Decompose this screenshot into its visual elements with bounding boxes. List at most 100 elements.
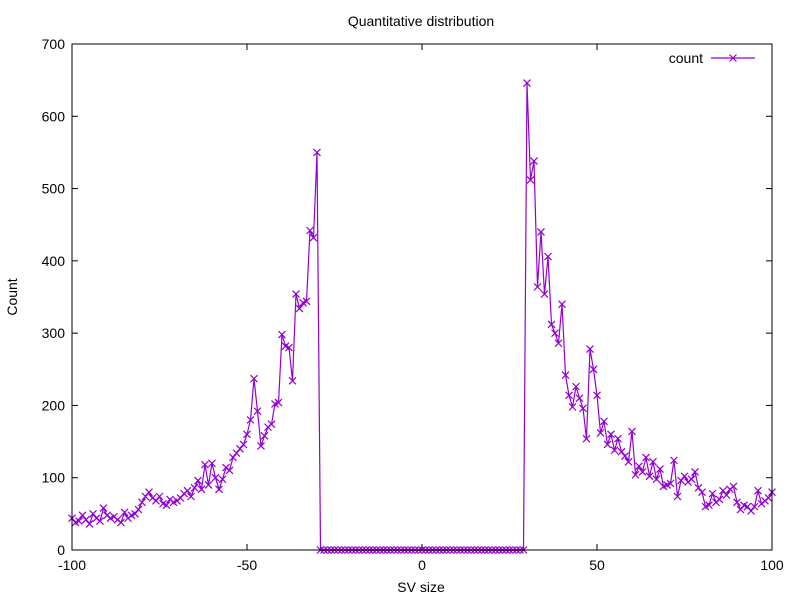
data-point (292, 290, 300, 299)
data-point (638, 468, 647, 476)
data-point (754, 486, 762, 495)
data-point (201, 460, 209, 469)
data-point (635, 462, 643, 471)
data-point (155, 492, 164, 501)
data-point (253, 407, 262, 416)
data-point (652, 475, 661, 484)
data-point (278, 330, 286, 339)
data-point (162, 501, 171, 510)
data-point (565, 391, 573, 400)
data-point (99, 504, 108, 512)
data-point (666, 479, 675, 488)
data-point (568, 402, 577, 411)
data-point (250, 374, 258, 383)
data-point (239, 440, 248, 449)
y-tick-label: 500 (42, 181, 66, 197)
data-point (729, 482, 738, 491)
data-point (138, 498, 146, 507)
data-point (309, 233, 318, 242)
y-tick-label: 100 (42, 470, 66, 486)
data-point (288, 376, 297, 385)
ticks-layer: 0 100 200 300 400 500 600 700 -100 -50 0 50 100 (42, 36, 784, 573)
data-point (579, 404, 587, 413)
data-point (551, 329, 559, 338)
data-point (530, 157, 538, 166)
data-point (295, 304, 304, 313)
series-layer (68, 79, 776, 554)
data-point (582, 434, 591, 443)
data-point (708, 489, 717, 498)
data-point (134, 505, 143, 514)
data-point (596, 428, 605, 437)
data-point (260, 431, 269, 440)
data-point (764, 494, 773, 502)
data-point (302, 297, 311, 306)
y-tick-label: 400 (42, 253, 66, 269)
y-tick-label: 200 (42, 397, 66, 413)
data-point (215, 485, 223, 494)
data-point (145, 488, 153, 497)
legend-marker-icon (729, 54, 737, 62)
data-point (593, 391, 601, 400)
data-point (208, 459, 216, 468)
data-point (649, 457, 657, 466)
x-tick-label: 50 (589, 557, 605, 573)
data-point (750, 502, 759, 511)
data-point (187, 492, 195, 501)
data-point (540, 290, 549, 299)
data-point (586, 345, 594, 353)
x-axis-label: SV size (397, 579, 445, 595)
data-point (96, 517, 104, 526)
data-point (120, 508, 129, 517)
data-point (523, 79, 531, 87)
data-point (267, 420, 276, 429)
data-point (687, 475, 696, 484)
data-point (715, 495, 724, 504)
data-point (306, 226, 314, 235)
data-point (190, 483, 199, 492)
y-axis-label: Count (4, 278, 20, 315)
data-point (547, 320, 556, 329)
data-point (645, 472, 654, 481)
data-point (211, 473, 220, 482)
data-point (246, 415, 255, 424)
data-point (526, 175, 535, 184)
y-tick-label: 700 (42, 36, 66, 52)
data-point (614, 434, 622, 443)
x-tick-label: 100 (760, 557, 784, 573)
data-point (603, 440, 612, 449)
data-point (313, 148, 321, 157)
data-point (733, 498, 741, 507)
data-point (722, 491, 731, 499)
data-point (610, 446, 619, 455)
data-point (194, 476, 202, 485)
y-tick-label: 300 (42, 325, 66, 341)
data-point (537, 228, 545, 236)
data-point (670, 456, 678, 465)
data-point (691, 468, 699, 476)
data-point (218, 475, 227, 484)
data-point (621, 452, 629, 460)
data-point (624, 457, 633, 466)
x-tick-label: -100 (58, 557, 86, 573)
legend: count (669, 50, 755, 66)
data-point (656, 465, 664, 473)
x-tick-label: 0 (418, 557, 426, 573)
x-tick-label: -50 (237, 557, 257, 573)
data-point (554, 339, 563, 348)
data-point (183, 486, 192, 495)
data-point (628, 427, 636, 436)
plot-frame (71, 43, 773, 551)
data-point (274, 398, 283, 407)
legend-label: count (669, 50, 703, 66)
data-point (572, 382, 580, 391)
data-point (680, 472, 689, 481)
data-point (589, 365, 598, 374)
data-point (607, 430, 615, 439)
data-point (705, 501, 713, 510)
data-point (673, 492, 682, 501)
data-point (631, 470, 640, 479)
data-point (600, 417, 608, 426)
data-point (117, 518, 125, 527)
